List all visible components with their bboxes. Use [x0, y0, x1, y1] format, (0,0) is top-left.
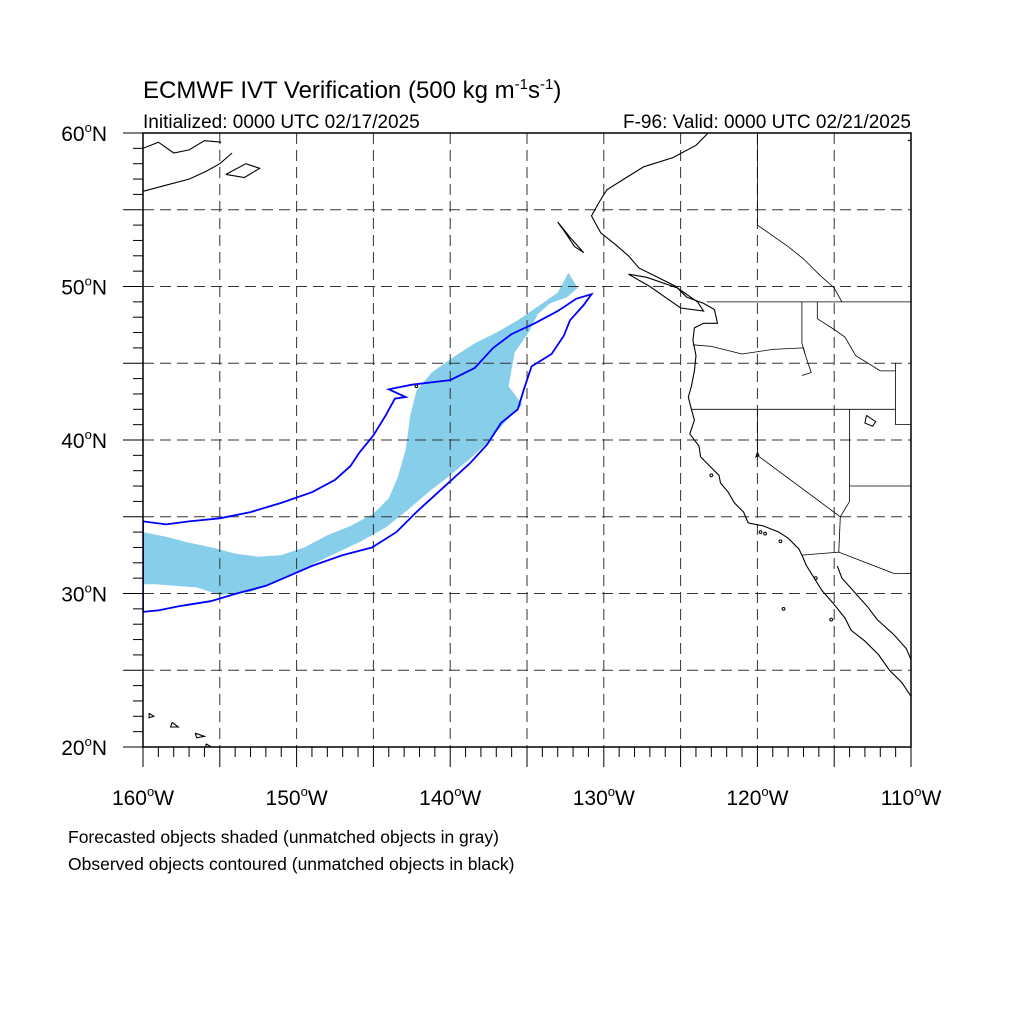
coastline	[143, 152, 233, 192]
coastline	[143, 140, 222, 154]
lat-tick-label: 60oN	[61, 120, 107, 146]
valid-time-label: F-96: Valid: 0000 UTC 02/21/2025	[623, 112, 911, 133]
island-outline	[829, 617, 834, 622]
axis-ticks	[123, 132, 912, 767]
observed-objects-layer	[143, 292, 594, 613]
island-outline	[709, 473, 714, 478]
state-border	[757, 133, 843, 303]
island-outline	[758, 530, 763, 534]
legend-observed-note: Observed objects contoured (unmatched ob…	[68, 854, 515, 874]
coastline	[628, 273, 705, 312]
state-border	[895, 363, 911, 426]
state-border	[692, 344, 812, 376]
lake-outline	[755, 452, 760, 458]
coastline	[148, 712, 156, 719]
state-border	[838, 516, 841, 553]
coastline	[557, 221, 585, 254]
lat-tick-label: 40oN	[61, 427, 107, 453]
coastline	[590, 133, 911, 697]
forecast-ivt-object	[143, 272, 578, 595]
state-border	[839, 409, 850, 518]
lat-tick-label: 50oN	[61, 274, 107, 300]
coastline-layer	[143, 133, 911, 747]
coastline	[225, 163, 262, 179]
figure-title: ECMWF IVT Verification (500 kg m-1s-1)	[143, 76, 561, 104]
initialized-label: Initialized: 0000 UTC 02/17/2025	[143, 112, 420, 133]
coastline	[836, 565, 911, 660]
island-outline	[763, 531, 767, 536]
lon-tick-label: 120oW	[726, 784, 788, 810]
lat-tick-label: 30oN	[61, 581, 107, 607]
lon-tick-label: 160oW	[112, 784, 174, 810]
coastline	[194, 732, 207, 739]
lake-outline	[864, 414, 877, 427]
island-outline	[414, 384, 419, 389]
lon-tick-label: 130oW	[573, 784, 635, 810]
island-outline	[781, 606, 786, 611]
state-border	[801, 551, 911, 574]
graticule	[143, 133, 911, 747]
state-border	[816, 301, 896, 372]
island-outline	[813, 576, 818, 581]
coastline	[169, 721, 180, 728]
lon-tick-label: 150oW	[266, 784, 328, 810]
forecast-objects-layer	[143, 272, 578, 595]
lon-tick-label: 110oW	[881, 784, 942, 810]
state-border	[801, 301, 806, 355]
island-outline	[778, 539, 783, 544]
state-border	[757, 409, 841, 518]
legend-forecast-note: Forecasted objects shaded (unmatched obj…	[68, 827, 499, 847]
lat-tick-label: 20oN	[61, 734, 107, 760]
observed-ivt-contour	[143, 292, 594, 613]
lon-tick-label: 140oW	[419, 784, 481, 810]
map-area	[143, 133, 911, 747]
political-borders-layer	[691, 133, 911, 574]
